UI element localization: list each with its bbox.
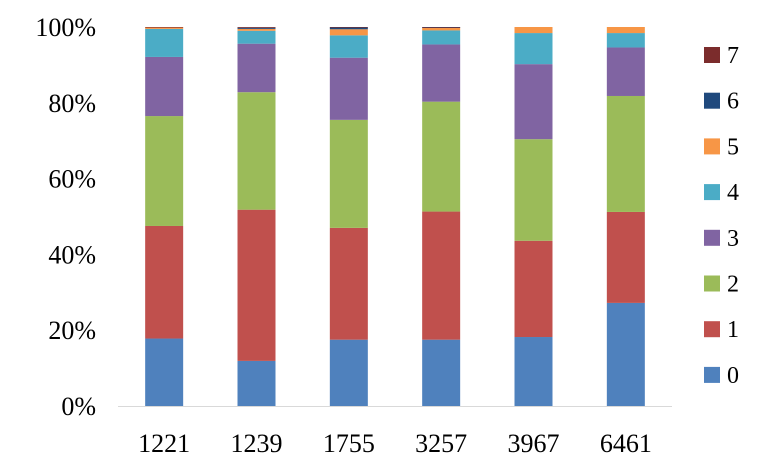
bar-segment-1239-series-1	[237, 209, 276, 361]
bar-segment-3257-series-2	[422, 101, 461, 212]
bar-segment-1755-series-7	[329, 27, 368, 28]
bar-segment-3257-series-6	[422, 27, 461, 28]
y-tick-label: 40%	[48, 240, 96, 269]
bar-segment-1221-series-4	[145, 28, 184, 57]
legend-swatch-4	[704, 184, 720, 201]
bar-segment-3257-series-4	[422, 30, 461, 45]
x-tick-label: 6461	[600, 429, 652, 458]
bar-segment-3257-series-0	[422, 339, 461, 406]
legend-swatch-3	[704, 229, 720, 246]
bar-segment-3257-series-1	[422, 211, 461, 340]
bar-segment-6461-series-0	[606, 302, 645, 406]
legend-label-7: 7	[727, 43, 739, 69]
legend-swatch-7	[704, 47, 720, 63]
bar-segment-1755-series-2	[329, 119, 368, 228]
legend-label-2: 2	[727, 272, 739, 298]
bar-segment-1221-series-7	[145, 27, 184, 28]
bar-segment-3967-series-4	[514, 33, 553, 65]
bar-segment-1755-series-1	[329, 227, 368, 340]
bar-segment-1221-series-0	[145, 338, 184, 406]
bar-segment-3257-series-3	[422, 44, 461, 102]
bar-segment-1239-series-0	[237, 360, 276, 406]
bar-segment-1221-series-5	[145, 27, 184, 29]
legend-swatch-2	[704, 275, 720, 292]
y-axis: 0% 20% 40% 60% 80% 100%	[35, 13, 96, 421]
legend-swatch-5	[704, 138, 720, 155]
bar-segment-6461-series-2	[606, 95, 645, 212]
x-tick-label: 1239	[231, 429, 283, 458]
x-tick-label: 3967	[508, 429, 560, 458]
bar-segment-3257-series-5	[422, 27, 461, 31]
bar-segment-1239-series-3	[237, 43, 276, 93]
y-tick-label: 80%	[48, 89, 96, 118]
bar-segment-6461-series-4	[606, 33, 645, 48]
bar-segment-6461-series-3	[606, 47, 645, 96]
bar-segment-1239-series-4	[237, 30, 276, 44]
y-tick-label: 20%	[48, 316, 96, 345]
bars	[145, 27, 645, 406]
x-axis: 1221 1239 1755 3257 3967 6461	[118, 406, 672, 458]
bar-segment-1221-series-2	[145, 116, 184, 226]
bar-segment-3967-series-3	[514, 64, 553, 140]
bar-segment-1755-series-6	[329, 27, 368, 30]
y-tick-label: 0%	[61, 392, 96, 421]
bar-segment-3967-series-5	[514, 27, 553, 34]
bar-segment-1239-series-5	[237, 28, 276, 31]
bar-segment-1221-series-1	[145, 225, 184, 339]
legend-label-3: 3	[727, 226, 739, 252]
bar-segment-1239-series-2	[237, 92, 276, 210]
bar-segment-3967-series-2	[514, 139, 553, 241]
bar-segment-1755-series-0	[329, 339, 368, 406]
bar-segment-1221-series-3	[145, 56, 184, 117]
legend-label-1: 1	[727, 317, 739, 343]
x-tick-label: 1755	[323, 429, 375, 458]
legend-swatch-6	[704, 92, 720, 109]
bar-segment-1239-series-6	[237, 27, 276, 29]
legend-label-4: 4	[727, 180, 739, 206]
x-tick-label: 3257	[415, 429, 467, 458]
legend: 7 6 5 4 3 2 1 0	[704, 43, 739, 389]
bar-segment-1755-series-5	[329, 29, 368, 36]
y-tick-label: 100%	[35, 13, 96, 42]
legend-swatch-1	[704, 321, 720, 338]
bar-segment-3967-series-1	[514, 240, 553, 338]
legend-label-6: 6	[727, 89, 739, 115]
y-tick-label: 60%	[48, 165, 96, 194]
bar-segment-3967-series-0	[514, 337, 553, 406]
legend-label-0: 0	[727, 363, 739, 389]
legend-label-5: 5	[727, 134, 739, 160]
bar-segment-1755-series-4	[329, 35, 368, 58]
legend-swatch-0	[704, 366, 720, 383]
bar-segment-6461-series-5	[606, 27, 645, 34]
bar-segment-1755-series-3	[329, 57, 368, 120]
bar-segment-1239-series-7	[237, 27, 276, 28]
x-tick-label: 1221	[138, 429, 190, 458]
bar-segment-6461-series-1	[606, 211, 645, 303]
bar-segment-3257-series-7	[422, 27, 461, 28]
